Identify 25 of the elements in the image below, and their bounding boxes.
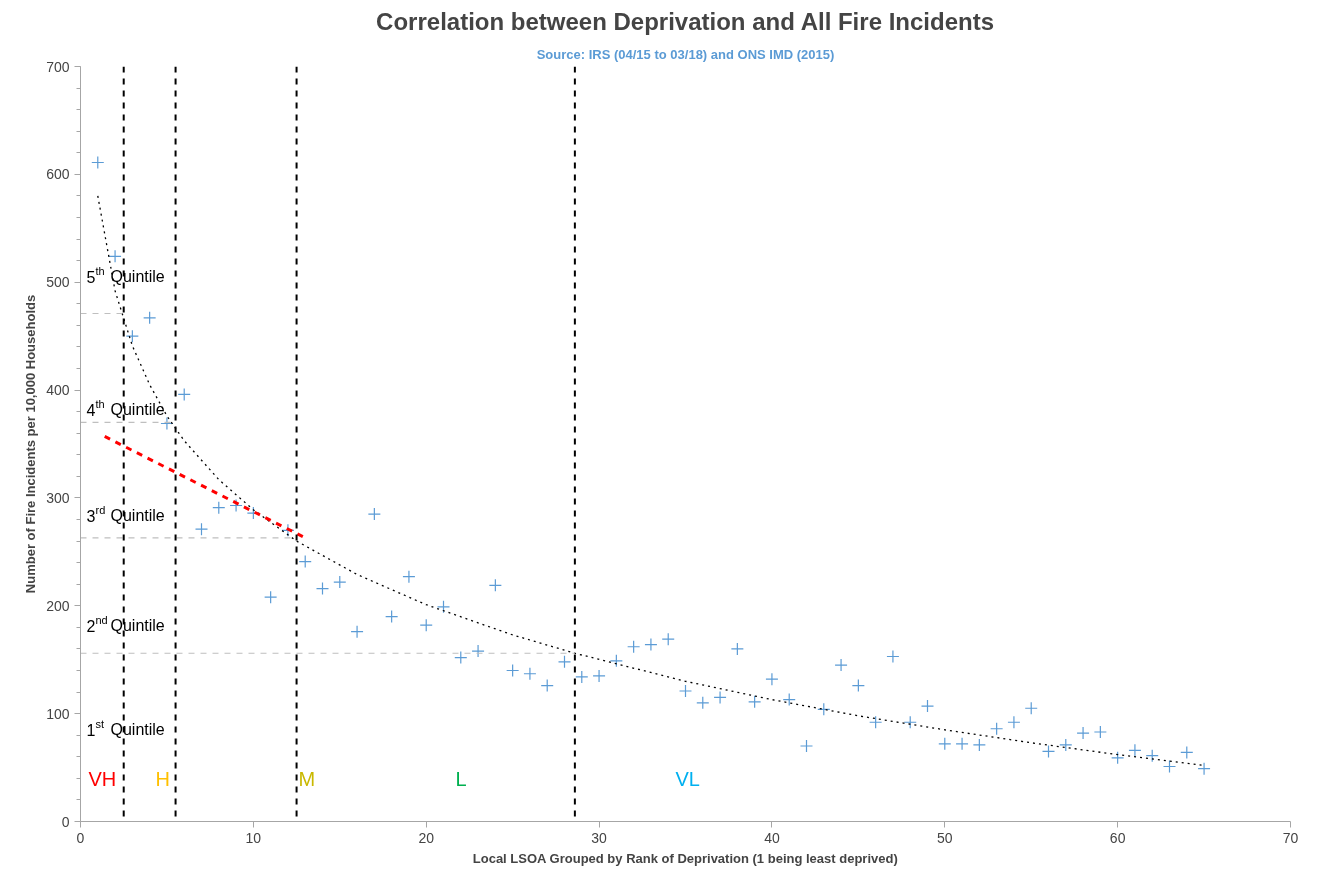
annotation: H	[155, 767, 170, 790]
y-tick-label: 100	[46, 705, 70, 722]
x-tick-label: 60	[1109, 829, 1126, 846]
chart-subtitle: Source: IRS (04/15 to 03/18) and ONS IMD (2015)	[536, 46, 835, 62]
x-tick-label: 70	[1282, 829, 1299, 846]
annotation: VH	[88, 767, 117, 790]
y-tick-label: 700	[46, 58, 70, 75]
annotation: L	[455, 767, 467, 790]
x-tick-label: 0	[76, 829, 85, 846]
y-tick-label: 500	[46, 274, 70, 291]
y-tick-label: 0	[61, 813, 70, 830]
y-axis-title: Number of Fire Incidents per 10,000 Households	[23, 294, 39, 594]
x-tick-label: 50	[937, 829, 953, 846]
x-axis-title: Local LSOA Grouped by Rank of Deprivation (1 being least deprived)	[472, 850, 898, 866]
y-tick-label: 300	[46, 489, 70, 506]
annotation: M	[298, 767, 316, 790]
y-tick-label: 600	[46, 166, 70, 183]
x-tick-label: 30	[591, 829, 608, 846]
chart-title: Correlation between Deprivation and All Fire Incidents	[376, 7, 994, 35]
y-tick-label: 400	[46, 382, 70, 399]
y-tick-label: 200	[46, 597, 70, 614]
x-tick-label: 40	[764, 829, 780, 846]
x-tick-label: 10	[245, 829, 262, 846]
annotation: VL	[675, 767, 700, 790]
x-tick-label: 20	[418, 829, 435, 846]
